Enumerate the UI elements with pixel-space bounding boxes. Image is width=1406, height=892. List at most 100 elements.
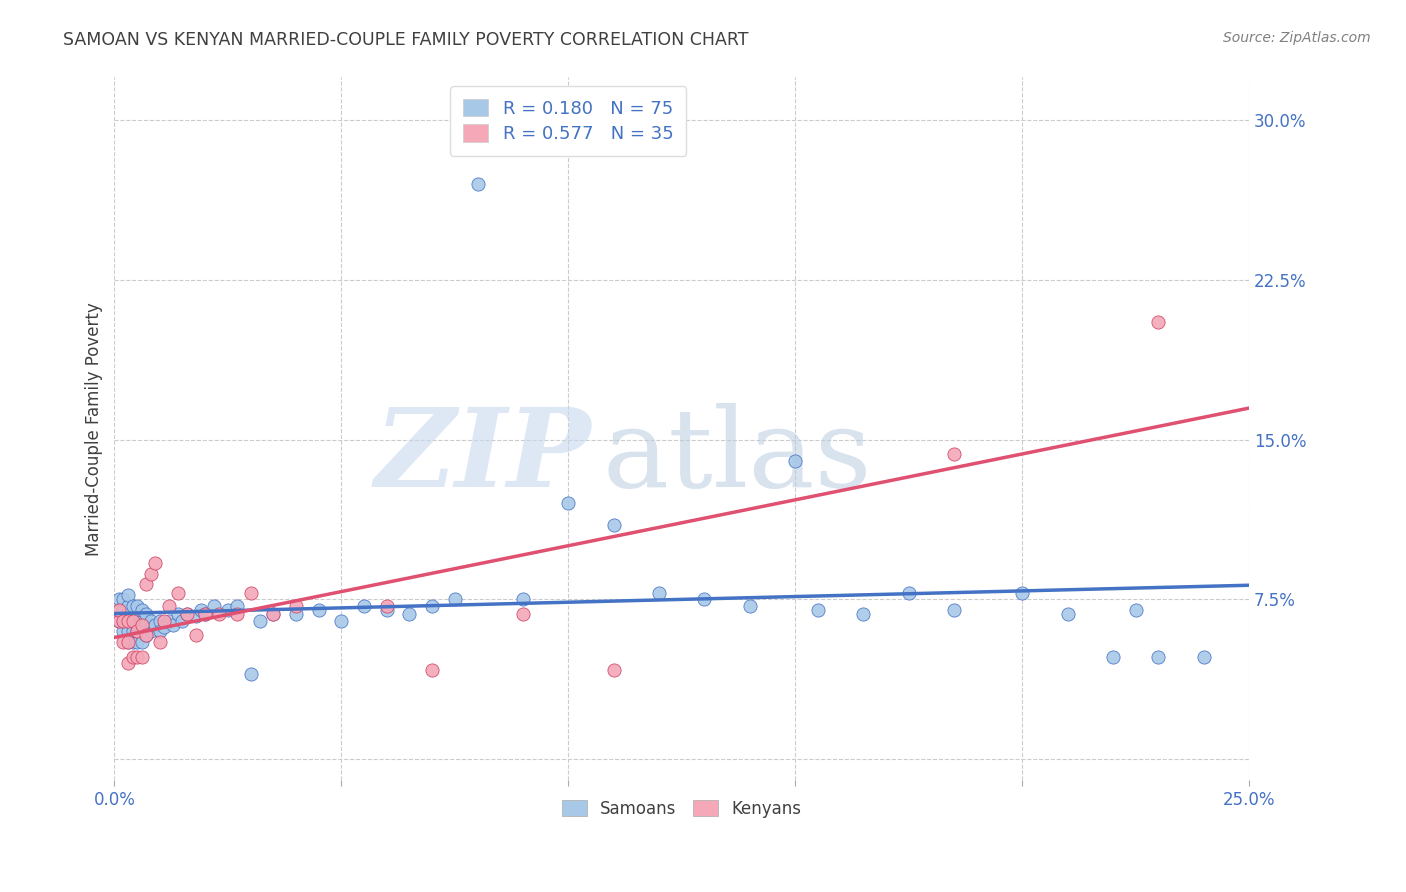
Point: [167, 586, 190, 600]
Point: [285, 599, 308, 613]
Point: [1102, 649, 1125, 664]
Text: SAMOAN VS KENYAN MARRIED-COUPLE FAMILY POVERTY CORRELATION CHART: SAMOAN VS KENYAN MARRIED-COUPLE FAMILY P…: [63, 31, 749, 49]
Point: [143, 556, 166, 570]
Point: [208, 607, 231, 622]
Point: [127, 599, 149, 613]
Point: [1147, 315, 1170, 329]
Point: [117, 607, 139, 622]
Point: [785, 454, 807, 468]
Point: [602, 663, 624, 677]
Point: [467, 177, 489, 191]
Point: [1011, 586, 1033, 600]
Point: [184, 609, 207, 624]
Point: [117, 588, 139, 602]
Point: [1147, 649, 1170, 664]
Point: [135, 628, 157, 642]
Point: [1056, 607, 1078, 622]
Point: [127, 624, 149, 639]
Point: [108, 592, 131, 607]
Point: [852, 607, 875, 622]
Point: [190, 603, 212, 617]
Point: [943, 447, 966, 461]
Point: [117, 614, 139, 628]
Point: [108, 614, 131, 628]
Point: [131, 603, 153, 617]
Point: [167, 607, 190, 622]
Y-axis label: Married-Couple Family Poverty: Married-Couple Family Poverty: [86, 302, 103, 556]
Point: [194, 607, 217, 622]
Point: [172, 614, 194, 628]
Point: [202, 599, 225, 613]
Point: [127, 649, 149, 664]
Point: [149, 635, 172, 649]
Point: [807, 603, 830, 617]
Point: [127, 624, 149, 639]
Point: [112, 603, 135, 617]
Point: [131, 614, 153, 628]
Point: [557, 496, 579, 510]
Point: [131, 649, 153, 664]
Text: Source: ZipAtlas.com: Source: ZipAtlas.com: [1223, 31, 1371, 45]
Point: [108, 614, 131, 628]
Point: [131, 635, 153, 649]
Point: [121, 599, 143, 613]
Point: [693, 592, 716, 607]
Point: [127, 635, 149, 649]
Point: [153, 620, 176, 634]
Point: [117, 656, 139, 670]
Point: [512, 607, 534, 622]
Point: [157, 614, 180, 628]
Point: [121, 624, 143, 639]
Point: [149, 614, 172, 628]
Point: [420, 663, 443, 677]
Point: [149, 624, 172, 639]
Point: [239, 666, 262, 681]
Point: [112, 635, 135, 649]
Point: [117, 599, 139, 613]
Point: [194, 607, 217, 622]
Point: [131, 617, 153, 632]
Point: [121, 614, 143, 628]
Point: [602, 517, 624, 532]
Point: [121, 649, 143, 664]
Point: [135, 628, 157, 642]
Point: [1192, 649, 1215, 664]
Point: [353, 599, 375, 613]
Point: [135, 607, 157, 622]
Point: [135, 577, 157, 591]
Point: [1125, 603, 1147, 617]
Point: [121, 635, 143, 649]
Point: [648, 586, 671, 600]
Point: [135, 617, 157, 632]
Point: [121, 614, 143, 628]
Point: [162, 617, 184, 632]
Point: [512, 592, 534, 607]
Point: [262, 607, 284, 622]
Point: [143, 617, 166, 632]
Point: [262, 607, 284, 622]
Point: [139, 614, 162, 628]
Point: [117, 614, 139, 628]
Point: [139, 566, 162, 581]
Point: [943, 603, 966, 617]
Point: [153, 614, 176, 628]
Point: [217, 603, 239, 617]
Text: atlas: atlas: [602, 403, 872, 510]
Point: [285, 607, 308, 622]
Point: [239, 586, 262, 600]
Point: [117, 635, 139, 649]
Point: [226, 599, 249, 613]
Point: [375, 599, 398, 613]
Point: [330, 614, 353, 628]
Point: [108, 603, 131, 617]
Point: [117, 624, 139, 639]
Point: [738, 599, 761, 613]
Point: [176, 607, 198, 622]
Point: [184, 628, 207, 642]
Point: [420, 599, 443, 613]
Legend: Samoans, Kenyans: Samoans, Kenyans: [555, 793, 808, 825]
Point: [398, 607, 420, 622]
Point: [139, 624, 162, 639]
Point: [249, 614, 271, 628]
Point: [308, 603, 330, 617]
